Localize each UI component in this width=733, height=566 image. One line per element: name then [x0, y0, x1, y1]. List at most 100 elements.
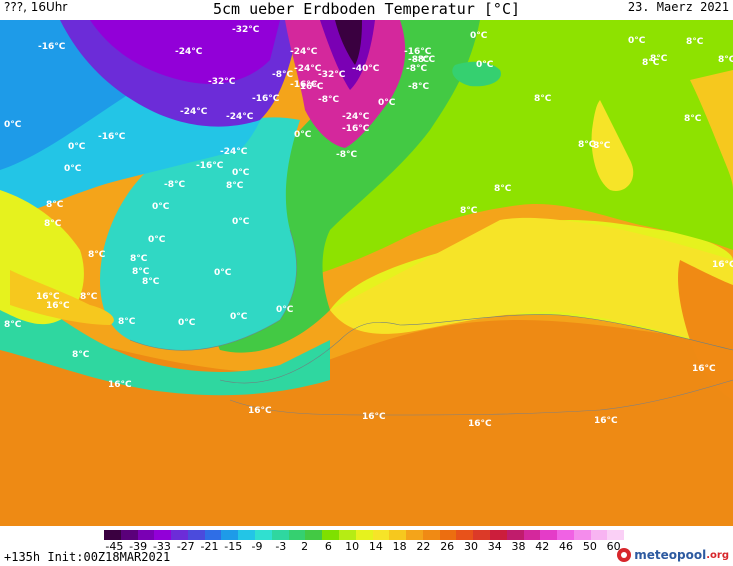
temperature-label: 8°C: [684, 114, 702, 124]
temperature-label: -16°C: [38, 42, 66, 52]
colorbar-tick-label: 22: [416, 540, 431, 553]
temperature-label: -24°C: [175, 47, 203, 57]
temperature-label: 0°C: [470, 31, 488, 41]
map-title: 5cm ueber Erdboden Temperatur [°C]: [212, 0, 521, 18]
isotherm-line: [129, 229, 297, 351]
temperature-label: -24°C: [342, 112, 370, 122]
temperature-label: -16°C: [98, 132, 126, 142]
colorbar-swatch: [506, 530, 524, 540]
logo-text: meteopool: [634, 548, 707, 562]
temperature-label: 8°C: [72, 350, 90, 360]
west-land-orange: [10, 270, 114, 325]
temperature-label: -32°C: [208, 77, 236, 87]
colorbar-swatch: [523, 530, 541, 540]
temperature-label: 16°C: [248, 406, 272, 416]
temperature-label: -8°C: [164, 180, 185, 190]
colorbar-swatch: [305, 530, 323, 540]
temperature-label: -8°C: [336, 150, 357, 160]
meteopool-logo-icon: [617, 548, 632, 562]
temperature-label: -8°C: [272, 70, 293, 80]
meteopool-logo[interactable]: meteopool .org: [617, 546, 729, 564]
colorbar-swatch: [255, 530, 272, 540]
colorbar-swatch: [338, 530, 356, 540]
temperature-label: -24°C: [294, 64, 322, 74]
temperature-label: 16°C: [362, 412, 386, 422]
temperature-label: 8°C: [130, 254, 148, 264]
map-footer: -45 -39 -33 -27 -21 -15 -9 -3 2 6 10 14 18 22 26 30 34 38…: [0, 526, 733, 566]
temperature-label: 0°C: [628, 36, 646, 46]
isotherm-labels: -16°C -24°C-32°C-24°C-32°C-24°C -24°C-16°C…: [4, 25, 733, 429]
temperature-label: -8°C: [408, 55, 429, 65]
greenland-magenta: [285, 20, 406, 148]
temperature-label: 16°C: [712, 260, 733, 270]
temperature-label: 8°C: [118, 317, 136, 327]
colorbar-swatch: [473, 530, 490, 540]
temperature-label: -40°C: [352, 64, 380, 74]
temperature-label: -24°C: [226, 112, 254, 122]
temperature-label: 8°C: [44, 219, 62, 229]
teal-zone: [100, 117, 300, 351]
temperature-label: -16°C: [342, 124, 370, 134]
colorbar-swatch: [154, 530, 172, 540]
temperature-label: 0°C: [294, 130, 312, 140]
temperature-label: 0°C: [378, 98, 396, 108]
colorbar-tick-label: 46: [559, 540, 574, 553]
colorbar-swatch: [221, 530, 239, 540]
colorbar-tick-label: 26: [440, 540, 455, 553]
colorbar-swatch: [171, 530, 188, 540]
purple-zone: [90, 20, 280, 84]
temperature-label: -32°C: [318, 70, 346, 80]
isotherm-line: [219, 314, 733, 384]
colorbar-swatch: [204, 530, 222, 540]
colorbar-tick-label: -33: [152, 540, 171, 553]
temperature-label: 0°C: [276, 305, 294, 315]
colorbar-swatch: [137, 530, 155, 540]
temperature-label: 0°C: [178, 318, 196, 328]
logo-suffix: .org: [706, 549, 729, 561]
temperature-label: -8°C: [406, 64, 427, 74]
colorbar-swatch: [271, 530, 289, 540]
temperature-label: 8°C: [226, 181, 244, 191]
temperature-label: 8°C: [578, 140, 596, 150]
forecast-date: 23. Maerz 2021: [627, 0, 729, 14]
temperature-label: 0°C: [68, 142, 86, 152]
temperature-label: 0°C: [214, 268, 232, 278]
temperature-label: -8°C: [408, 82, 429, 92]
temperature-label: 8°C: [4, 320, 22, 330]
colorbar-swatch: [607, 530, 625, 540]
iberia-zone: [678, 260, 733, 400]
temperature-label: 8°C: [132, 267, 150, 277]
europe-zone: [690, 70, 733, 190]
temperature-label: 8°C: [534, 94, 552, 104]
colorbar-swatch: [590, 530, 608, 540]
colorbar-tick-label: -3: [275, 540, 287, 553]
greenland-darkest: [335, 20, 362, 65]
colorbar-tick-label: 6: [324, 540, 332, 553]
colorbar-tick-label: 42: [535, 540, 550, 553]
colorbar-swatch: [187, 530, 205, 540]
colorbar-tick-label: -27: [176, 540, 195, 553]
temperature-label: -24°C: [180, 107, 208, 117]
temperature-label: 8°C: [650, 54, 668, 64]
temperature-label: 8°C: [80, 292, 98, 302]
colorbar-tick-label: 18: [392, 540, 407, 553]
run-label: ???, 16Uhr: [4, 0, 68, 14]
isotherm-line: [229, 379, 733, 416]
temperature-label: 16°C: [594, 416, 618, 426]
temperature-label: 0°C: [476, 60, 494, 70]
temperature-label: 0°C: [232, 217, 250, 227]
colorbar-swatch: [573, 530, 591, 540]
temperature-label: 8°C: [142, 277, 160, 287]
colorbar-tick-label: 38: [511, 540, 526, 553]
temperature-label: -24°C: [290, 47, 318, 57]
temperature-label: 8°C: [642, 58, 660, 68]
temperature-label: -16°C: [290, 80, 318, 90]
temperature-label: 0°C: [232, 168, 250, 178]
colorbar-tick-label: 10: [345, 540, 360, 553]
colorbar-swatch: [557, 530, 574, 540]
colorbar-swatch: [120, 530, 138, 540]
iceland-zone: [452, 61, 501, 87]
colorbar-swatch: [238, 530, 256, 540]
temperature-label: 8°C: [494, 184, 512, 194]
temperature-label: -16°C: [404, 47, 432, 57]
